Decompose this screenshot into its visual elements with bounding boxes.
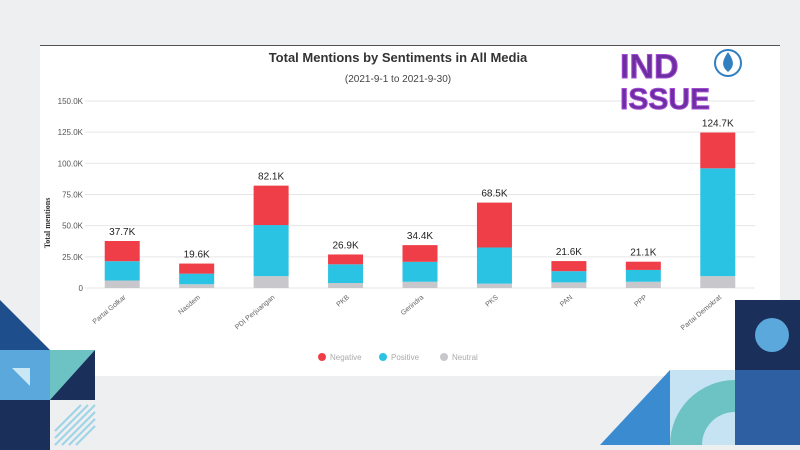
bar-segment-neutral [328,283,364,288]
bar-segment-negative [476,202,512,248]
legend-label: Negative [330,353,362,362]
chart-title: Total Mentions by Sentiments in All Medi… [269,50,528,65]
indo-issue-logo: IND ISSUE [618,46,748,117]
y-tick-label: 100.0K [58,159,84,168]
legend-label: Positive [391,353,420,362]
bar-segment-positive [625,269,661,282]
x-tick-label: Nasdem [177,294,202,316]
bar-segment-negative [328,254,364,265]
logo-graphic: IND ISSUE [620,48,742,117]
bar-segment-neutral [700,276,736,288]
bar-segment-negative [179,263,215,274]
y-tick-label: 125.0K [58,128,84,137]
legend-label: Neutral [452,353,478,362]
water-drop-icon [723,52,733,72]
x-tick-label: Gerindra [400,294,425,317]
bar-segment-negative [104,241,140,262]
bar-segment-positive [700,168,736,277]
legend-marker [318,353,326,361]
x-tick-label: PAN [559,294,574,308]
bar-total-label: 82.1K [258,172,284,183]
bar-segment-negative [402,245,438,262]
bar-segment-neutral [179,284,215,288]
bar-total-label: 19.6K [184,250,210,261]
x-tick-label: PKB [336,294,351,309]
decor-right [600,300,800,445]
decor-dark-triangle [50,350,95,400]
bar-segment-neutral [551,282,587,288]
bar-segment-positive [104,261,140,281]
bar-segment-positive [179,273,215,285]
bar-segment-neutral [104,280,140,288]
bar-segment-neutral [402,281,438,288]
legend-marker [379,353,387,361]
decor-left [0,300,96,450]
x-tick-label: PKS [484,294,499,309]
bar-total-label: 124.7K [702,119,734,130]
bar-segment-positive [402,261,438,282]
y-axis-label: Total mentions [43,198,52,249]
decor-blue-block [735,370,800,445]
decor-blue-triangle [600,370,670,445]
bar-segment-positive [253,225,289,277]
decor-circle [755,318,789,352]
bar-segment-negative [700,132,736,169]
bar-segment-negative [625,261,661,270]
bar-segment-positive [476,247,512,284]
chart-panel [40,45,780,376]
bar-segment-neutral [476,283,512,288]
bar-segment-positive [328,264,364,284]
bar-segment-negative [551,261,587,272]
logo-text-top: IND [620,48,679,86]
bar-total-label: 21.1K [630,248,656,259]
chart-area: Total Mentions by Sentiments in All Medi… [43,50,755,362]
decor-navy-square [0,400,50,450]
chart-subtitle: (2021-9-1 to 2021-9-30) [345,74,451,85]
bar-total-label: 37.7K [109,227,135,238]
decor-inner-quarter [702,412,735,445]
y-tick-label: 0 [79,284,84,293]
decor-stripes [54,404,96,446]
x-tick-label: PDI Perjuangan [234,294,276,331]
decor-small-triangle [12,368,30,386]
bar-segment-positive [551,271,587,283]
bar-total-label: 34.4K [407,231,433,242]
logo-text-bottom: ISSUE [620,83,710,112]
bar-segment-neutral [625,281,661,288]
y-tick-label: 25.0K [62,253,84,262]
legend-marker [440,353,448,361]
bar-segment-negative [253,185,289,226]
bar-segment-neutral [253,276,289,288]
y-tick-label: 150.0K [58,97,84,106]
bar-total-label: 68.5K [481,189,507,200]
bar-total-label: 21.6K [556,247,582,258]
y-tick-label: 75.0K [62,191,84,200]
y-tick-label: 50.0K [62,222,84,231]
bar-total-label: 26.9K [332,240,358,251]
